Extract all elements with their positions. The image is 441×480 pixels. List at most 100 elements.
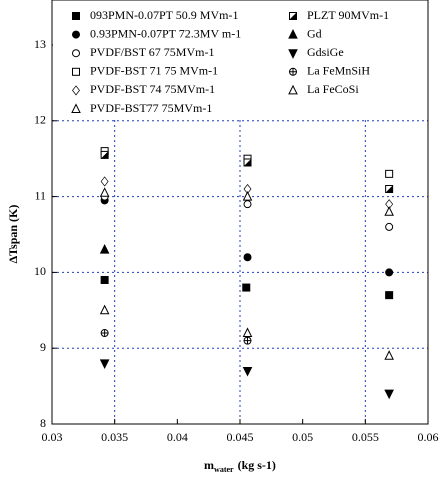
marker-part [71,103,81,113]
marker-part [242,366,253,377]
marker [384,206,394,216]
x-label-unit: (kg s-1) [238,458,276,472]
marker [385,169,394,178]
marker-part [242,283,251,292]
marker [289,67,297,76]
marker [71,103,81,113]
legend-label: 093PMN-0.07PT 50.9 MVm-1 [90,8,238,22]
legend-label: GdsiGe [307,45,344,59]
marker [100,176,109,187]
legend-label: La FeMnSiH [307,64,370,78]
marker [385,291,394,300]
marker [384,389,394,400]
x-tick-label: 0.03 [42,430,63,444]
marker [100,150,109,159]
y-tick-label: 8 [40,416,46,430]
x-tick-label: 0.045 [227,430,254,444]
marker-part [72,12,80,20]
marker [385,268,394,277]
marker [288,49,298,59]
legend: 093PMN-0.07PT 50.9 MVm-1 0.93PMN-0.07PT 7… [53,1,427,117]
marker [243,200,252,209]
marker [100,275,109,284]
marker [99,359,110,369]
marker-part [99,244,110,254]
marker-part [243,253,252,262]
marker [72,30,80,39]
legend-label: PVDF-BST 71 75 MVm-1 [90,64,218,78]
legend-label: PVDF-BST 74 75MVm-1 [90,82,215,96]
legend-label: Gd [307,26,322,40]
marker-part [288,28,298,39]
marker-part [385,185,393,193]
marker-part [72,67,80,76]
marker [99,244,110,254]
marker [72,12,80,20]
marker [288,84,298,95]
y-tick-label: 9 [40,340,46,354]
legend-label: PVDF/BST 67 75MVm-1 [90,45,214,59]
x-tick-label: 0.05 [292,430,313,444]
marker-part [244,337,252,345]
marker [100,329,109,338]
marker-part [242,190,253,201]
marker [242,190,253,201]
marker-part [384,206,394,216]
marker-part [101,329,109,337]
legend-label: PVDF-BST77 75MVm-1 [90,101,212,115]
marker-part [289,12,297,20]
marker-part [385,268,394,277]
marker-part [289,68,297,76]
marker-part [101,151,109,159]
marker [242,327,253,338]
marker-part [385,222,394,231]
x-tick-label: 0.035 [101,430,128,444]
marker [242,283,251,292]
marker-part [100,176,109,187]
marker [72,67,80,76]
marker [243,158,252,167]
x-axis-label: mwater (kg s-1) [204,458,276,474]
marker-part [385,291,394,300]
y-axis-label: ΔTspan (K) [6,205,20,264]
x-tick-label: 0.06 [418,430,439,444]
legend-label: PLZT 90MVm-1 [307,8,389,22]
marker [384,350,394,360]
marker-part [384,350,394,360]
x-tick-label: 0.04 [167,430,188,444]
marker-part [99,304,110,315]
legend-label: 0.93PMN-0.07PT 72.3MV m-1 [90,26,241,40]
marker [99,187,110,197]
x-tick-label: 0.055 [352,430,379,444]
y-tick-label: 12 [34,113,46,127]
y-tick-label: 13 [34,37,46,51]
marker [72,49,80,58]
marker [385,185,394,194]
marker-part [384,389,394,400]
marker [243,336,252,345]
marker-part [99,187,110,197]
y-tick-label: 10 [34,264,46,278]
marker [72,85,80,96]
marker-part [385,169,394,178]
marker-part [72,85,80,96]
marker [385,222,394,231]
marker-part [243,200,252,209]
marker-part [72,30,80,39]
legend-box [53,1,427,117]
marker-part [100,275,109,284]
legend-label: La FeCoSi [307,82,359,96]
marker [242,366,253,377]
x-label-main: m [204,458,214,472]
marker [99,304,110,315]
marker [289,12,297,20]
marker [288,28,298,39]
y-tick-label: 11 [34,188,46,202]
marker-part [99,359,110,369]
x-label-sub: water [214,465,234,474]
marker-part [244,158,252,166]
marker-part [288,84,298,95]
marker-part [242,327,253,338]
marker-part [72,49,80,58]
